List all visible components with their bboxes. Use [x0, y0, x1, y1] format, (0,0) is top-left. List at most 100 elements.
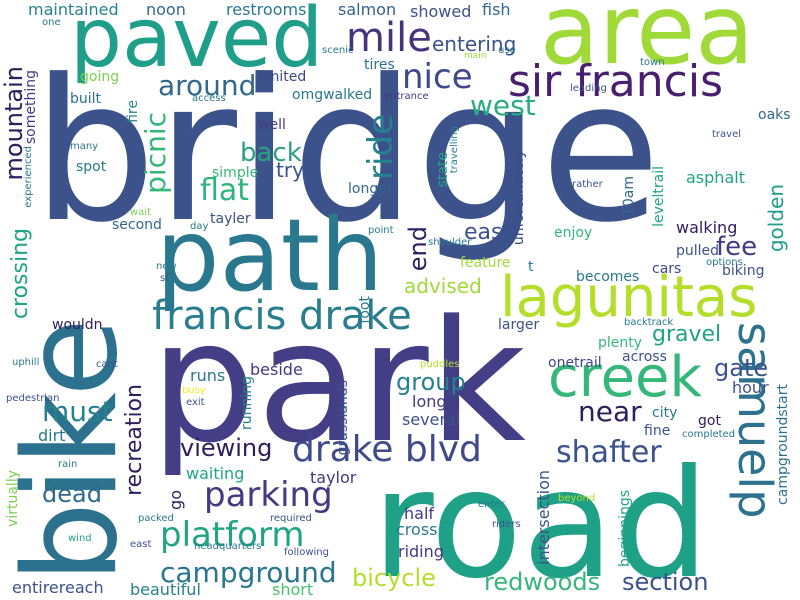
word-rather: rather — [572, 179, 603, 190]
word-backtrack: backtrack — [624, 317, 674, 328]
word-enjoy: enjoy — [554, 225, 593, 241]
word-tires: tires — [364, 57, 395, 73]
word-gate: gate — [714, 354, 769, 382]
word-sir-francis: sir francis — [508, 56, 723, 107]
word-bridge: bridge — [32, 38, 661, 266]
word-half: half — [404, 504, 435, 523]
word-packed: packed — [138, 513, 174, 524]
word-cars: cars — [652, 261, 682, 277]
word-city: city — [652, 405, 678, 421]
word-end: end — [404, 226, 432, 272]
word-samuelp: samuelp — [728, 322, 782, 519]
word-main: main — [464, 51, 487, 61]
word-larger: larger — [498, 317, 540, 333]
word-simple: simple — [212, 165, 259, 181]
word-asphalt: asphalt — [686, 168, 745, 187]
word-easy: easy — [464, 220, 516, 245]
word-hour: hour — [732, 378, 769, 397]
word-use: use — [498, 45, 516, 56]
word-recreation: recreation — [122, 384, 147, 496]
word-becomes: becomes — [576, 269, 640, 285]
word-wind: wind — [68, 533, 92, 544]
word-new: new — [156, 261, 177, 272]
word-maintained: maintained — [28, 0, 119, 19]
word-wait: wait — [130, 207, 152, 218]
word-completed: completed — [682, 429, 736, 440]
word-onetrail: onetrail — [548, 355, 602, 371]
word-short: short — [272, 580, 314, 599]
word-puddles: puddles — [420, 359, 460, 370]
word-campgroundstart: campgroundstart — [775, 384, 791, 505]
word-drake-blvd: drake blvd — [292, 429, 482, 470]
word-headquarters: headquarters — [194, 541, 262, 552]
word-second: second — [112, 217, 162, 233]
word-required: required — [270, 513, 312, 524]
word-gravel: gravel — [652, 322, 722, 347]
word-beyond: beyond — [558, 493, 596, 504]
word-noon: noon — [146, 0, 186, 19]
word-picnic: picnic — [139, 112, 172, 194]
word-wouldnt: wouldn — [52, 317, 103, 333]
word-spot: spot — [76, 159, 107, 175]
word-shafter: shafter — [556, 435, 662, 470]
word-intersection: intersection — [534, 470, 553, 565]
word-west: west — [470, 89, 536, 122]
word-east: east — [130, 539, 152, 550]
word-virtually: virtually — [5, 470, 21, 527]
word-10am: 10am — [621, 176, 637, 217]
word-limited: limited — [258, 69, 307, 85]
word-ride: ride — [361, 114, 401, 180]
word-mile: mile — [346, 15, 432, 61]
word-road: road — [372, 438, 710, 600]
word-exit: exit — [186, 397, 205, 408]
word-nice: nice — [402, 57, 473, 97]
word-taylor: taylor — [310, 468, 357, 487]
word-well: well — [258, 117, 286, 133]
word-long: long — [412, 392, 447, 411]
word-around: around — [158, 69, 257, 102]
word-fire: fire — [125, 100, 141, 123]
word-several: several — [402, 410, 461, 429]
word-showed: showed — [410, 2, 472, 21]
word-tayler: tayler — [210, 211, 251, 227]
word-access: access — [192, 93, 226, 104]
word-redwoods: redwoods — [484, 568, 601, 596]
word-leading: leading — [570, 83, 607, 94]
word-longer: longer — [348, 181, 393, 197]
word-beautiful: beautiful — [130, 580, 201, 599]
word-day: day — [190, 221, 209, 232]
word-t: t — [528, 259, 534, 275]
word-fee: fee — [716, 232, 758, 262]
word-oaks: oaks — [758, 107, 791, 123]
word-section: section — [622, 568, 709, 596]
word-cant: cant — [96, 359, 118, 370]
word-platform: platform — [160, 515, 305, 555]
word-following: following — [284, 547, 329, 558]
word-dead: dead — [42, 480, 102, 508]
word-state: state — [435, 152, 451, 188]
word-area: area — [540, 0, 755, 86]
word-sf: sf — [160, 273, 169, 284]
word-enter: enter — [478, 499, 505, 510]
word-restrooms: restrooms — [226, 0, 307, 19]
word-lagunitas: lagunitas — [500, 265, 758, 330]
word-fine: fine — [644, 423, 671, 439]
word-cross: cross — [396, 520, 438, 539]
word-foot: foot — [357, 296, 373, 324]
word-crossing: crossing — [8, 228, 33, 320]
word-rain: rain — [58, 459, 78, 470]
word-one: one — [42, 17, 61, 28]
word-pulled: pulled — [676, 243, 720, 259]
word-fish: fish — [482, 0, 511, 19]
word-town: town — [640, 57, 665, 68]
word-entering: entering — [432, 32, 517, 56]
word-point: point — [368, 225, 394, 236]
word-riding: riding — [398, 542, 444, 561]
word-back: back — [240, 138, 302, 168]
word-grasslands: grasslands — [335, 380, 351, 456]
word-leveltrail: leveltrail — [651, 166, 667, 227]
word-got: got — [698, 413, 721, 429]
word-must: must — [42, 395, 113, 428]
word-viewing: viewing — [180, 434, 273, 462]
